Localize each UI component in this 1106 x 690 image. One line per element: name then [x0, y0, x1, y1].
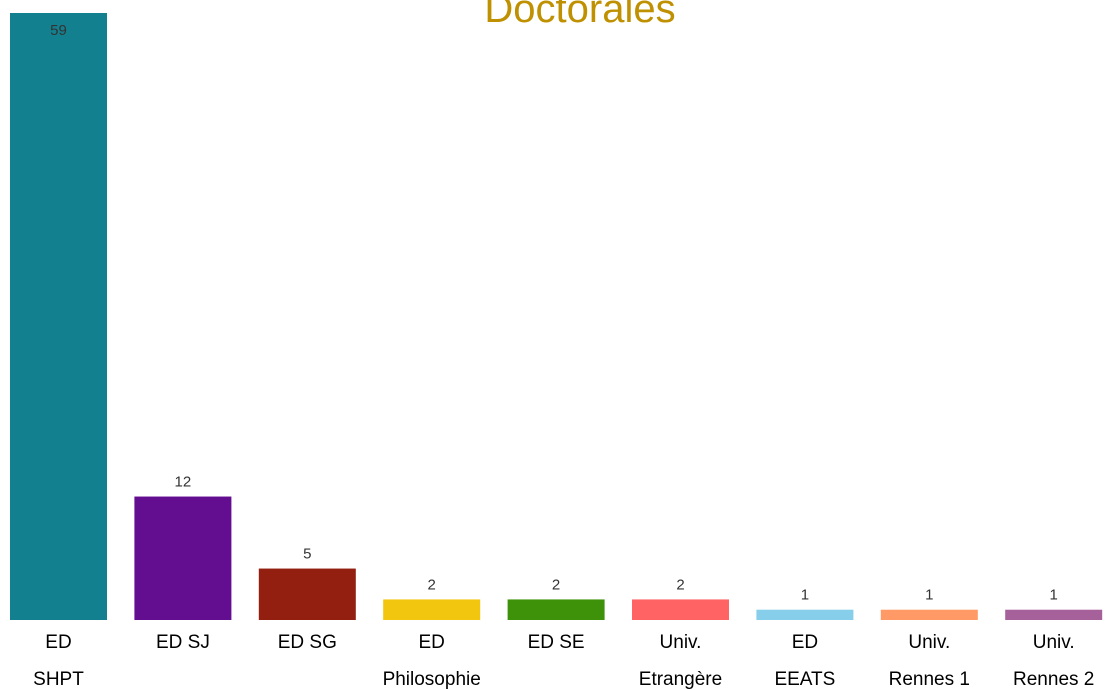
value-label: 2 — [552, 576, 560, 593]
value-label: 1 — [1050, 587, 1058, 604]
x-tick-label: EEATS — [774, 669, 835, 690]
x-tick-label: ED — [418, 632, 444, 653]
bar — [632, 599, 729, 620]
value-label: 12 — [175, 474, 192, 491]
value-label: 2 — [676, 576, 684, 593]
x-tick-label: Etrangère — [639, 669, 722, 690]
chart-title: Doctorales — [484, 0, 675, 31]
value-label: 59 — [50, 22, 67, 39]
bar — [1005, 609, 1103, 620]
x-tick-label: ED — [792, 632, 818, 653]
bar — [10, 13, 107, 620]
value-label: 1 — [801, 587, 809, 604]
x-tick-label: ED SG — [278, 632, 337, 653]
bar — [880, 609, 978, 620]
x-tick-label: ED SJ — [156, 632, 210, 653]
bar — [258, 568, 356, 620]
x-tick-label: Rennes 2 — [1013, 669, 1094, 690]
bar — [756, 609, 854, 620]
value-label: 1 — [925, 587, 933, 604]
bar — [383, 599, 481, 620]
x-tick-label: Univ. — [908, 632, 950, 653]
x-tick-label: Philosophie — [383, 669, 481, 690]
bar — [134, 496, 232, 620]
x-tick-label: ED — [45, 632, 71, 653]
x-tick-label: ED SE — [528, 632, 585, 653]
x-tick-label: Rennes 1 — [889, 669, 970, 690]
x-tick-label: SHPT — [33, 669, 84, 690]
value-label: 2 — [428, 576, 436, 593]
value-label: 5 — [303, 546, 311, 563]
x-tick-label: Univ. — [660, 632, 702, 653]
x-tick-label: Univ. — [1033, 632, 1075, 653]
bar — [507, 599, 605, 620]
